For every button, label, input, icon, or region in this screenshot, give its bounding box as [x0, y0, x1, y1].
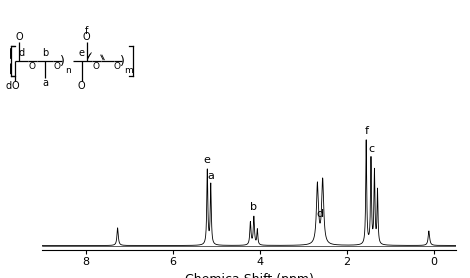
- Text: e: e: [79, 48, 85, 58]
- Text: f: f: [85, 26, 88, 36]
- Text: a: a: [42, 78, 48, 88]
- Text: O: O: [12, 81, 19, 91]
- Text: e: e: [204, 155, 211, 165]
- Text: O: O: [113, 62, 120, 71]
- Text: d: d: [316, 209, 324, 219]
- Text: O: O: [83, 32, 90, 42]
- X-axis label: Chemica Shift (ppm): Chemica Shift (ppm): [185, 273, 313, 278]
- Text: a: a: [207, 171, 214, 181]
- Text: d: d: [5, 81, 11, 91]
- Text: ): ): [120, 55, 125, 68]
- Text: f: f: [364, 126, 368, 136]
- Text: n: n: [65, 66, 70, 75]
- Text: O: O: [78, 81, 86, 91]
- Text: b: b: [251, 202, 258, 212]
- Text: b: b: [42, 48, 48, 58]
- Text: m: m: [124, 66, 133, 75]
- Text: O: O: [54, 62, 60, 71]
- Text: ): ): [60, 55, 65, 68]
- Text: O: O: [15, 32, 23, 42]
- Text: d: d: [19, 48, 25, 58]
- Text: c: c: [368, 144, 374, 154]
- Text: O: O: [28, 62, 35, 71]
- Text: O: O: [93, 62, 100, 71]
